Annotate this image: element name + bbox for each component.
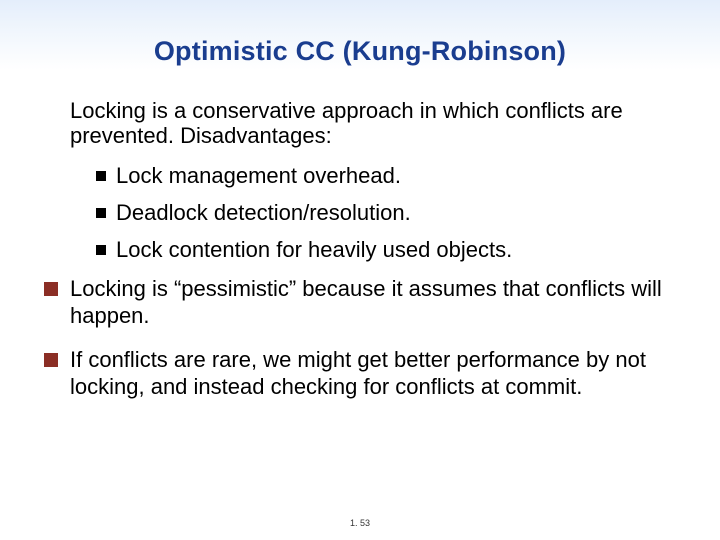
list-item-text: Locking is “pessimistic” because it assu…	[70, 276, 684, 329]
disadvantages-list: Lock management overhead. Deadlock detec…	[44, 163, 684, 263]
list-item: Lock management overhead.	[44, 163, 684, 188]
square-bullet-icon	[44, 353, 58, 367]
square-bullet-icon	[96, 208, 106, 218]
slide: Optimistic CC (Kung-Robinson) Locking is…	[0, 0, 720, 540]
slide-content: Locking is a conservative approach in wh…	[44, 98, 684, 418]
square-bullet-icon	[96, 245, 106, 255]
list-item-text: Deadlock detection/resolution.	[116, 200, 411, 225]
list-item-text: If conflicts are rare, we might get bett…	[70, 347, 684, 400]
list-item-text: Lock contention for heavily used objects…	[116, 237, 512, 262]
square-bullet-icon	[96, 171, 106, 181]
list-item: Deadlock detection/resolution.	[44, 200, 684, 225]
list-item-text: Lock management overhead.	[116, 163, 401, 188]
list-item: Lock contention for heavily used objects…	[44, 237, 684, 262]
list-item: Locking is “pessimistic” because it assu…	[44, 276, 684, 329]
intro-paragraph: Locking is a conservative approach in wh…	[44, 98, 684, 149]
main-points-list: Locking is “pessimistic” because it assu…	[44, 276, 684, 400]
page-number: 1. 53	[0, 518, 720, 528]
slide-title: Optimistic CC (Kung-Robinson)	[0, 36, 720, 67]
list-item: If conflicts are rare, we might get bett…	[44, 347, 684, 400]
square-bullet-icon	[44, 282, 58, 296]
